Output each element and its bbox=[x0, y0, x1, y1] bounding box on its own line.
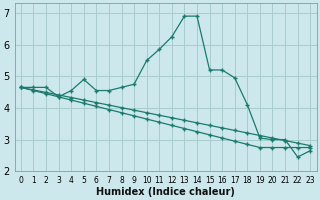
X-axis label: Humidex (Indice chaleur): Humidex (Indice chaleur) bbox=[96, 187, 235, 197]
